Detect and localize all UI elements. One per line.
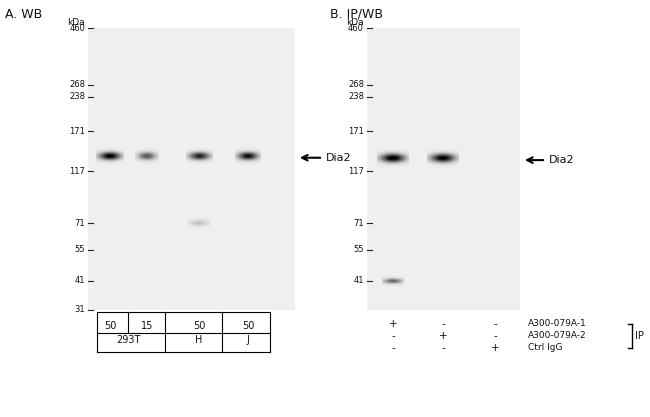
Text: 41: 41 xyxy=(354,276,364,285)
Text: 71: 71 xyxy=(74,219,85,228)
Text: H: H xyxy=(195,335,203,345)
Text: 50: 50 xyxy=(242,321,254,331)
Text: kDa: kDa xyxy=(68,18,85,27)
Text: 55: 55 xyxy=(354,246,364,254)
Text: 41: 41 xyxy=(75,276,85,285)
Text: A300-079A-1: A300-079A-1 xyxy=(528,319,587,329)
Text: 117: 117 xyxy=(348,167,364,176)
Text: B. IP/WB: B. IP/WB xyxy=(330,8,383,20)
Text: 55: 55 xyxy=(75,246,85,254)
Text: Dia2: Dia2 xyxy=(549,155,575,165)
Text: 460: 460 xyxy=(348,23,364,33)
Text: 31: 31 xyxy=(74,305,85,314)
Text: +: + xyxy=(389,319,397,329)
Text: -: - xyxy=(441,319,445,329)
Text: -: - xyxy=(391,343,395,353)
Text: 238: 238 xyxy=(69,93,85,101)
Text: 293T: 293T xyxy=(116,335,140,345)
Text: 117: 117 xyxy=(69,167,85,176)
Text: 460: 460 xyxy=(69,23,85,33)
Text: 71: 71 xyxy=(354,219,364,228)
Text: -: - xyxy=(493,331,497,341)
Text: -: - xyxy=(441,343,445,353)
Text: J: J xyxy=(246,335,250,345)
Text: 268: 268 xyxy=(69,80,85,89)
Text: -: - xyxy=(493,319,497,329)
Text: 15: 15 xyxy=(141,321,153,331)
Text: +: + xyxy=(439,331,447,341)
Text: Dia2: Dia2 xyxy=(326,153,352,163)
Text: Ctrl IgG: Ctrl IgG xyxy=(528,344,562,352)
Text: kDa: kDa xyxy=(346,18,364,27)
Text: A. WB: A. WB xyxy=(5,8,42,20)
Text: 50: 50 xyxy=(193,321,205,331)
Text: 50: 50 xyxy=(104,321,116,331)
Text: 238: 238 xyxy=(348,93,364,101)
Text: 171: 171 xyxy=(69,127,85,136)
Text: 171: 171 xyxy=(348,127,364,136)
Text: +: + xyxy=(491,343,499,353)
Text: A300-079A-2: A300-079A-2 xyxy=(528,332,586,341)
Text: IP: IP xyxy=(635,331,644,341)
Text: 268: 268 xyxy=(348,80,364,89)
Text: -: - xyxy=(391,331,395,341)
